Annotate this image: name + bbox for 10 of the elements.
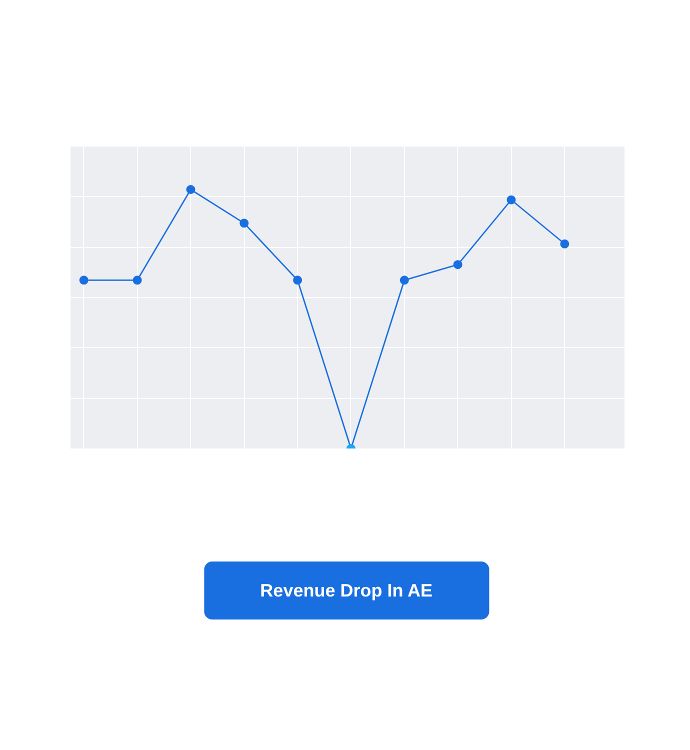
point (132, 276, 142, 285)
text: Revenue Drop In AE (260, 580, 433, 600)
point (506, 195, 516, 204)
point (400, 276, 409, 285)
point (186, 185, 196, 194)
point (560, 239, 570, 248)
point (79, 276, 88, 285)
point (240, 218, 249, 228)
point (293, 276, 302, 285)
point (453, 260, 462, 270)
